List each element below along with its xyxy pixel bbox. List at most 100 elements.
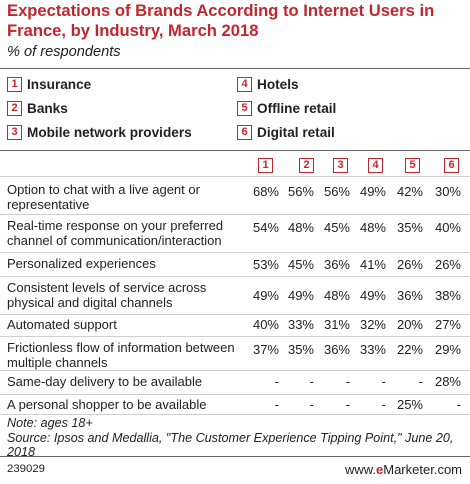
legend-item-2: 2 Banks (7, 100, 68, 118)
table-cell: 49% (359, 184, 386, 199)
table-cell: 40% (252, 317, 279, 332)
legend-number-badge: 1 (7, 76, 22, 92)
row-label: Consistent levels of service across phys… (7, 280, 207, 310)
table-cell: - (309, 397, 314, 412)
table-cell: 30% (434, 184, 461, 199)
table-cell: 26% (434, 257, 461, 272)
table-cell: - (274, 374, 279, 389)
legend-number-badge: 2 (7, 100, 22, 116)
legend-item-4: 4 Hotels (237, 76, 299, 94)
table-cell: 53% (252, 257, 279, 272)
table-cell: 26% (396, 257, 423, 272)
source-text: Source: Ipsos and Medallia, "The Custome… (7, 430, 454, 460)
row-label: Same-day delivery to be available (7, 374, 203, 389)
legend-number-badge: 3 (7, 124, 22, 140)
table-cell: 42% (396, 184, 423, 199)
table-cell: 49% (287, 288, 314, 303)
column-header-3: 3 (333, 158, 348, 173)
brand-logo: www.eMarketer.com (345, 462, 462, 477)
legend-label: Offline retail (257, 101, 337, 116)
brand-suffix: .com (433, 462, 462, 477)
table-cell: 36% (396, 288, 423, 303)
table-cell: 54% (252, 220, 279, 235)
legend-label: Mobile network providers (27, 125, 192, 140)
column-header-5: 5 (405, 158, 420, 173)
table-cell: 37% (252, 342, 279, 357)
chart-title: Expectations of Brands According to Inte… (7, 1, 435, 40)
table-cell: 33% (359, 342, 386, 357)
legend-label: Banks (27, 101, 68, 116)
table-cell: - (274, 397, 279, 412)
brand-e: e (376, 462, 384, 477)
table-cell: 35% (396, 220, 423, 235)
table-cell: 36% (323, 257, 350, 272)
column-header-4: 4 (368, 158, 383, 173)
legend-item-3: 3 Mobile network providers (7, 124, 192, 142)
top-divider (0, 68, 470, 69)
footer-divider (0, 456, 470, 457)
table-cell: 22% (396, 342, 423, 357)
table-cell: 68% (252, 184, 279, 199)
row-separator (0, 176, 470, 177)
column-header-2: 2 (299, 158, 314, 173)
table-cell: 49% (252, 288, 279, 303)
row-separator (0, 370, 470, 371)
row-separator (0, 276, 470, 277)
table-cell: 41% (359, 257, 386, 272)
table-cell: 40% (434, 220, 461, 235)
legend-number-badge: 5 (237, 100, 252, 116)
table-cell: 20% (396, 317, 423, 332)
table-cell: 48% (323, 288, 350, 303)
table-cell: 45% (287, 257, 314, 272)
table-cell: 33% (287, 317, 314, 332)
legend-divider (0, 150, 470, 151)
legend-item-1: 1 Insurance (7, 76, 91, 94)
table-cell: - (381, 374, 386, 389)
row-label: Option to chat with a live agent or repr… (7, 182, 200, 212)
row-label: Automated support (7, 317, 117, 332)
row-separator (0, 214, 470, 215)
row-label: Real-time response on your preferred cha… (7, 218, 224, 248)
footnote: Note: ages 18+ Source: Ipsos and Medalli… (7, 416, 467, 460)
row-label: Frictionless flow of information between… (7, 340, 235, 370)
legend-label: Insurance (27, 77, 92, 92)
legend-item-6: 6 Digital retail (237, 124, 335, 142)
legend-label: Digital retail (257, 125, 335, 140)
table-cell: 28% (434, 374, 461, 389)
row-separator (0, 314, 470, 315)
table-cell: 29% (434, 342, 461, 357)
table-cell: 48% (359, 220, 386, 235)
brand-name: Marketer (383, 462, 434, 477)
table-cell: 56% (287, 184, 314, 199)
table-cell: 56% (323, 184, 350, 199)
table-cell: 38% (434, 288, 461, 303)
table-cell: - (418, 374, 423, 389)
table-cell: - (345, 374, 350, 389)
table-cell: 45% (323, 220, 350, 235)
table-cell: 36% (323, 342, 350, 357)
table-cell: - (381, 397, 386, 412)
chart-subtitle: % of respondents (7, 44, 121, 60)
row-separator (0, 414, 470, 415)
table-cell: 32% (359, 317, 386, 332)
table-cell: 35% (287, 342, 314, 357)
legend-label: Hotels (257, 77, 299, 92)
table-cell: - (309, 374, 314, 389)
legend-number-badge: 6 (237, 124, 252, 140)
legend-number-badge: 4 (237, 76, 252, 92)
table-cell: 48% (287, 220, 314, 235)
table-cell: 25% (396, 397, 423, 412)
row-separator (0, 336, 470, 337)
row-label: A personal shopper to be available (7, 397, 207, 412)
chart-id: 239029 (7, 463, 46, 475)
row-label: Personalized experiences (7, 256, 156, 271)
table-cell: 31% (323, 317, 350, 332)
row-separator (0, 252, 470, 253)
row-separator (0, 394, 470, 395)
table-cell: 27% (434, 317, 461, 332)
table-cell: 49% (359, 288, 386, 303)
column-header-1: 1 (258, 158, 273, 173)
table-cell: - (345, 397, 350, 412)
legend-item-5: 5 Offline retail (237, 100, 336, 118)
column-header-6: 6 (444, 158, 459, 173)
